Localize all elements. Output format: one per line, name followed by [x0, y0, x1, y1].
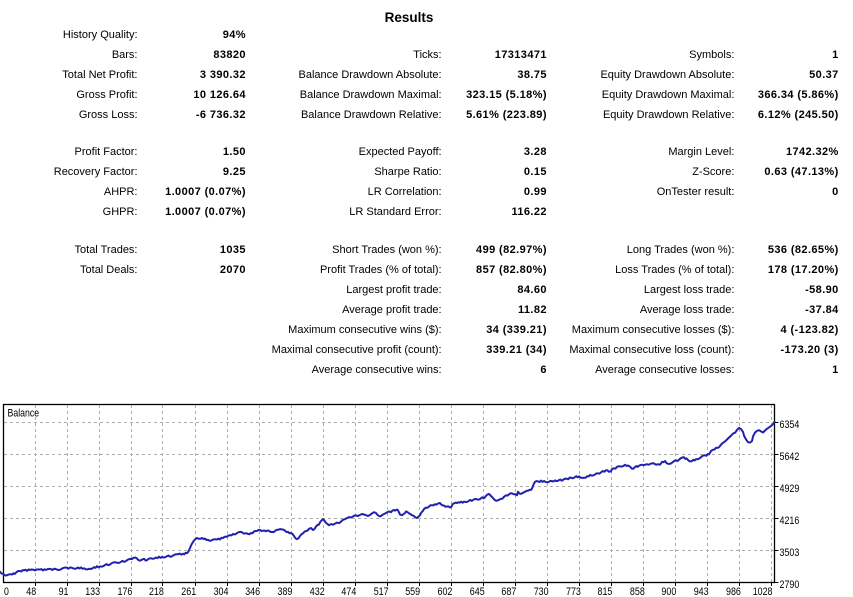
svg-text:773: 773 [566, 586, 581, 597]
svg-text:730: 730 [534, 586, 549, 597]
svg-text:4216: 4216 [780, 515, 800, 527]
svg-text:645: 645 [470, 586, 485, 597]
svg-text:133: 133 [85, 586, 100, 597]
svg-text:389: 389 [278, 586, 293, 597]
svg-text:687: 687 [501, 586, 516, 597]
svg-text:Balance: Balance [8, 407, 40, 419]
svg-text:48: 48 [26, 586, 36, 597]
svg-text:218: 218 [149, 586, 164, 597]
svg-text:815: 815 [598, 586, 613, 597]
svg-text:2790: 2790 [780, 579, 800, 591]
svg-text:176: 176 [118, 586, 133, 597]
svg-text:602: 602 [438, 586, 453, 597]
svg-text:986: 986 [726, 586, 741, 597]
svg-text:1028: 1028 [753, 586, 773, 597]
svg-text:474: 474 [341, 586, 356, 597]
svg-text:432: 432 [310, 586, 325, 597]
svg-text:346: 346 [245, 586, 260, 597]
svg-text:559: 559 [405, 586, 420, 597]
svg-text:6354: 6354 [780, 419, 800, 431]
svg-text:0: 0 [4, 586, 9, 597]
svg-text:304: 304 [214, 586, 229, 597]
svg-text:3503: 3503 [780, 547, 800, 559]
svg-text:4929: 4929 [780, 483, 800, 495]
svg-text:261: 261 [181, 586, 196, 597]
svg-text:5642: 5642 [780, 451, 800, 463]
svg-text:91: 91 [59, 586, 69, 597]
svg-text:943: 943 [694, 586, 709, 597]
svg-text:900: 900 [661, 586, 676, 597]
svg-text:858: 858 [630, 586, 645, 597]
svg-text:517: 517 [374, 586, 389, 597]
